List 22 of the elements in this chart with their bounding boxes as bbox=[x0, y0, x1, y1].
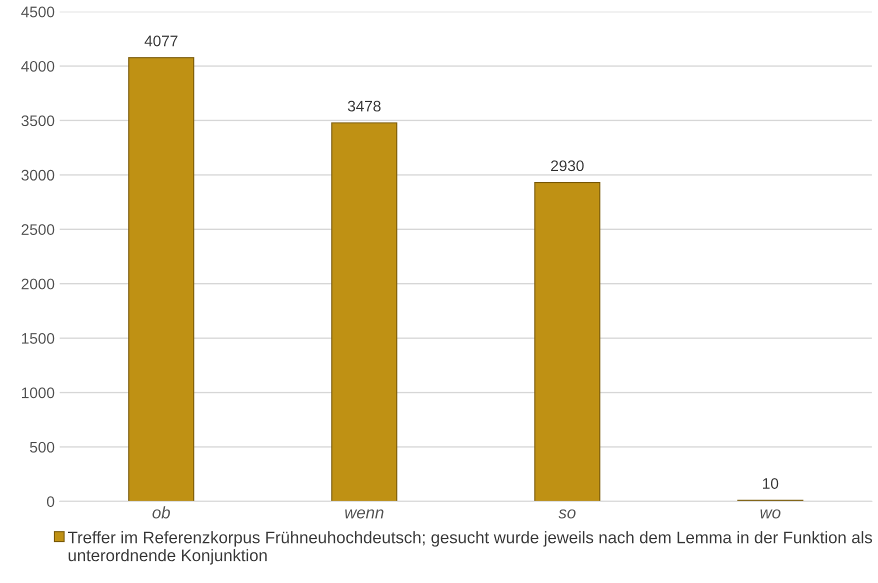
x-tick-label: wo bbox=[760, 509, 780, 518]
y-tick-label: 1000 bbox=[22, 387, 54, 398]
y-tick-label: 4500 bbox=[21, 6, 54, 18]
data-label: 4077 bbox=[144, 36, 178, 46]
data-label: 2930 bbox=[551, 160, 584, 172]
x-tick-label: so bbox=[558, 509, 576, 518]
data-label: 10 bbox=[763, 478, 778, 489]
bar bbox=[534, 182, 600, 502]
y-tick-label: 0 bbox=[46, 496, 54, 508]
bar bbox=[331, 122, 398, 502]
y-tick-label: 3000 bbox=[21, 170, 54, 181]
y-tick-label: 2000 bbox=[22, 278, 54, 290]
data-label: 3478 bbox=[348, 100, 381, 112]
bar bbox=[128, 57, 194, 502]
y-tick-label: 3500 bbox=[21, 115, 54, 126]
x-tick-label: wenn bbox=[345, 509, 384, 518]
legend-label: Treffer im Referenzkorpus Frühneuhochdeutsch; gesucht wurde jeweils nach dem Lemma in der Funktion als unterordnende Konjunktion bbox=[68, 531, 872, 565]
y-tick-label: 2500 bbox=[22, 224, 54, 235]
y-tick-label: 500 bbox=[30, 442, 54, 453]
y-tick-label: 4000 bbox=[21, 60, 54, 72]
x-tick-label: ob bbox=[152, 506, 170, 518]
y-tick-label: 1500 bbox=[22, 333, 54, 344]
